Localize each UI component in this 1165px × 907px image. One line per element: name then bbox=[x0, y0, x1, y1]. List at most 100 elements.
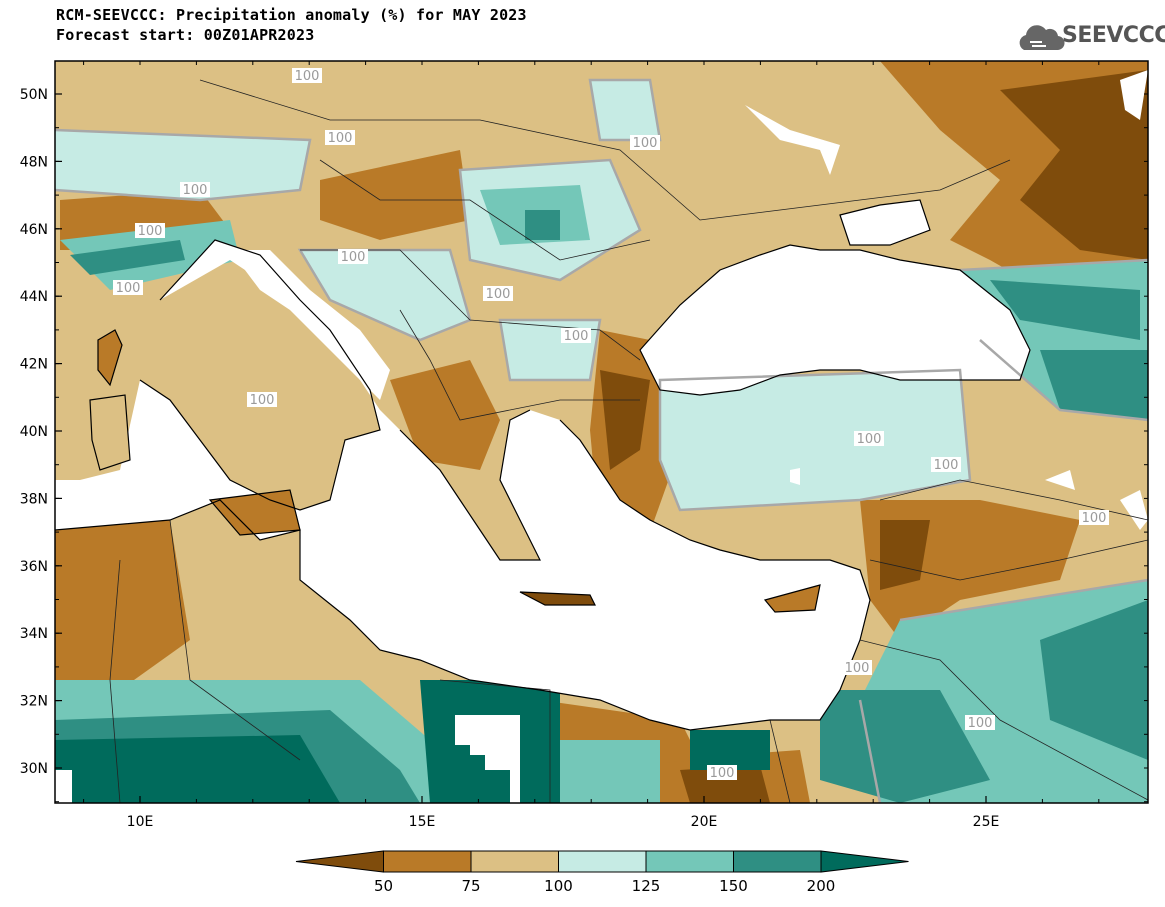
contour-label: 100 bbox=[295, 69, 320, 84]
contour-label: 100 bbox=[116, 281, 141, 296]
lat-tick-label: 32N bbox=[20, 694, 48, 710]
wet-core-iraq bbox=[1040, 600, 1148, 760]
colorbar-label: 150 bbox=[719, 877, 748, 895]
adriatic-sea bbox=[230, 250, 390, 400]
contour-label: 100 bbox=[138, 224, 163, 239]
lake-urmia bbox=[1120, 490, 1148, 530]
lat-tick-label: 48N bbox=[20, 154, 48, 170]
forecast-start: Forecast start: 00Z01APR2023 bbox=[56, 26, 315, 44]
dry-region-algeria bbox=[55, 520, 190, 690]
contour-label: 100 bbox=[845, 661, 870, 676]
lat-tick-label: 50N bbox=[20, 87, 48, 103]
contour-label-bg bbox=[338, 249, 368, 264]
wet-peak-carpathians bbox=[525, 210, 560, 240]
contour-label: 100 bbox=[934, 458, 959, 473]
contour-label-bg bbox=[854, 431, 884, 446]
contour-label-bg bbox=[707, 765, 737, 780]
contour-label: 100 bbox=[328, 131, 353, 146]
lake-van bbox=[1045, 470, 1075, 490]
contour-label: 100 bbox=[710, 766, 735, 781]
lat-tick-label: 36N bbox=[20, 559, 48, 575]
map-title: RCM-SEEVCCC: Precipitation anomaly (%) f… bbox=[56, 6, 527, 24]
contour-label-bg bbox=[180, 182, 210, 197]
contour-label: 100 bbox=[633, 136, 658, 151]
contour-label-bg bbox=[842, 660, 872, 675]
contour-label-bg bbox=[325, 130, 355, 145]
lat-tick-label: 38N bbox=[20, 491, 48, 507]
lon-tick-label: 25E bbox=[973, 814, 1000, 830]
lon-tick-label: 20E bbox=[691, 814, 718, 830]
cloud-icon bbox=[1019, 25, 1065, 51]
lon-tick-label: 10E bbox=[127, 814, 154, 830]
lat-tick-label: 44N bbox=[20, 289, 48, 305]
contour-label: 100 bbox=[564, 329, 589, 344]
contour-label-bg bbox=[292, 68, 322, 83]
contour-label-bg bbox=[483, 286, 513, 301]
lon-tick-label: 15E bbox=[409, 814, 436, 830]
wet-region-alps-north bbox=[55, 130, 310, 200]
very-dry-thrace bbox=[600, 370, 650, 470]
contour-label-bg bbox=[135, 223, 165, 238]
coastlines bbox=[55, 199, 1031, 731]
very-wet-sahara bbox=[55, 735, 340, 803]
dry-region-balkans bbox=[390, 360, 500, 470]
cyprus bbox=[765, 585, 820, 612]
colorbar-bin bbox=[470, 850, 559, 873]
contour-100-lines bbox=[55, 78, 1148, 803]
longitude-axis: 10E15E20E25E30E35E40E45E bbox=[83, 61, 1100, 830]
missing-data-west bbox=[55, 770, 72, 803]
very-wet-nile bbox=[690, 730, 770, 770]
wet-region-georgia bbox=[1040, 350, 1148, 420]
wet-region-libya-east bbox=[560, 740, 660, 803]
sea-of-azov bbox=[840, 200, 930, 245]
colorbar-label: 50 bbox=[374, 877, 393, 895]
very-dry-region-east bbox=[1000, 70, 1148, 260]
very-dry-syria bbox=[880, 520, 930, 590]
contour-label-bg bbox=[1079, 510, 1109, 525]
colorbar-legend: 50 75 100 125 150 200 bbox=[295, 850, 909, 895]
wet-region-anatolia bbox=[660, 370, 970, 510]
wet-region-poland bbox=[590, 80, 660, 140]
colorbar-label: 125 bbox=[632, 877, 661, 895]
volga-patch bbox=[1120, 70, 1148, 120]
colorbar-bin bbox=[645, 850, 734, 873]
contour-label: 100 bbox=[486, 287, 511, 302]
colorbar-bin bbox=[383, 850, 472, 873]
colorbar-label: 75 bbox=[461, 877, 480, 895]
dry-region-hungary bbox=[320, 150, 470, 240]
latitude-axis: 50N 48N 46N 44N 42N 40N 38N 36N 34N 32N 30N bbox=[20, 87, 1148, 803]
contour-label: 100 bbox=[341, 250, 366, 265]
lat-tick-label: 40N bbox=[20, 424, 48, 440]
lat-tick-label: 46N bbox=[20, 222, 48, 238]
contour-label: 100 bbox=[1082, 511, 1107, 526]
contour-label: 100 bbox=[968, 716, 993, 731]
colorbar-bin bbox=[558, 850, 647, 873]
map-frame bbox=[54, 60, 1149, 804]
mediterranean-sea bbox=[55, 240, 870, 730]
contour-label-bg bbox=[561, 328, 591, 343]
colorbar-bin bbox=[733, 850, 822, 873]
lat-tick-label: 34N bbox=[20, 626, 48, 642]
contour-label-bg bbox=[931, 457, 961, 472]
colorbar-below-50 bbox=[295, 850, 384, 873]
sicily bbox=[210, 490, 300, 535]
wet-core-caucasus bbox=[990, 280, 1140, 340]
contour-label-bg bbox=[247, 392, 277, 407]
sardinia bbox=[90, 395, 130, 470]
salt-lake bbox=[790, 468, 800, 485]
corsica bbox=[98, 330, 122, 385]
colorbar-label: 100 bbox=[544, 877, 573, 895]
contour-label: 100 bbox=[857, 432, 882, 447]
colorbar-above-200 bbox=[820, 850, 909, 873]
very-dry-sinai bbox=[680, 765, 770, 803]
lat-tick-label: 30N bbox=[20, 761, 48, 777]
wet-region-pannonia bbox=[300, 250, 470, 340]
contour-label: 100 bbox=[183, 183, 208, 198]
colorbar-label: 200 bbox=[807, 877, 836, 895]
contour-label-bg bbox=[113, 280, 143, 295]
contour-labels: 100 100 100 100 100 100 100 100 100 100 100 100 100 1… bbox=[113, 68, 1109, 781]
lat-tick-label: 42N bbox=[20, 357, 48, 373]
contour-label: 100 bbox=[250, 393, 275, 408]
dnieper-patch bbox=[745, 105, 840, 175]
